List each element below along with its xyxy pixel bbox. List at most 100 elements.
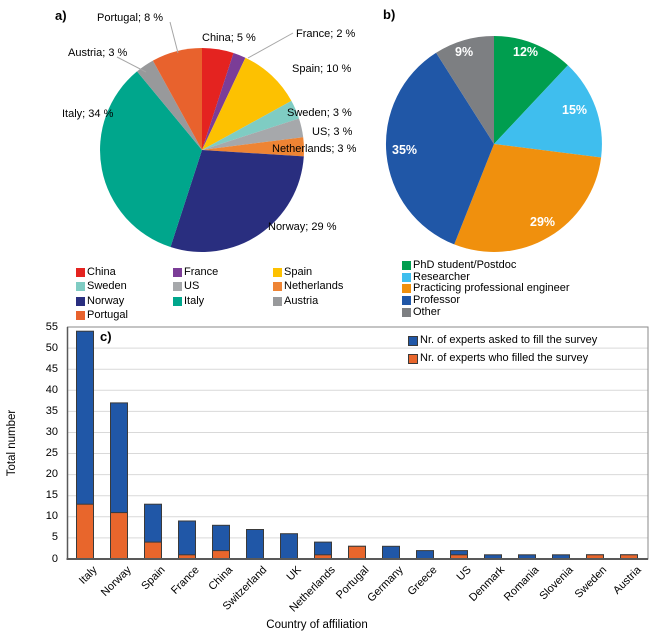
pie-a-legend-item-netherlands: Netherlands [273, 281, 343, 292]
legend-swatch-portugal [76, 310, 85, 320]
panel-c-label: c) [100, 329, 112, 344]
legend-swatch-us [173, 282, 182, 292]
pie-a-leader-line [169, 21, 179, 54]
legend-swatch-france [173, 268, 182, 277]
pie-a-leader-line [116, 56, 147, 73]
legend-swatch-sweden [76, 282, 85, 292]
pie-b-slice-practicing-professional-engineer [454, 144, 602, 252]
pie-a-slice-us [202, 118, 304, 150]
pie-b-value-label-researcher: 15% [562, 103, 588, 117]
legend-label-phd-student-postdoc: PhD student/Postdoc [413, 259, 517, 271]
bar-filled-china [212, 550, 230, 560]
pie-b-slice-professor [385, 52, 494, 245]
y-tick-label: 30 [45, 425, 58, 438]
pie-a-slice-france [202, 53, 246, 150]
y-tick-label: 40 [45, 383, 58, 396]
legend-label-spain: Spain [284, 266, 313, 278]
legend-swatch-norway [76, 296, 85, 306]
legend-label-portugal: Portugal [87, 308, 128, 321]
legend-label-professor: Professor [413, 294, 461, 307]
y-tick-label: 5 [51, 531, 58, 544]
pie-a-callout-norway: Norway; 29 % [268, 221, 337, 233]
pie-a-callout-sweden: Sweden; 3 % [287, 107, 352, 119]
pie-a-callout-france: France; 2 % [296, 28, 356, 40]
pie-a-legend-item-austria: Austria [273, 294, 319, 307]
bar-asked-switzerland [246, 529, 264, 560]
legend-label-sweden: Sweden [87, 280, 127, 293]
bar-legend-item-filled: Nr. of experts who filled the survey [408, 353, 588, 364]
panel-a-label: a) [55, 8, 67, 23]
legend-label-austria: Austria [284, 294, 319, 307]
pie-a-legend-item-france: France [173, 267, 218, 278]
legend-label-italy: Italy [184, 294, 205, 307]
pie-b-value-label-practicing-professional-engineer: 29% [530, 215, 556, 229]
pie-a-slice-austria [137, 60, 202, 150]
panel-b-label: b) [383, 7, 396, 22]
pie-a-legend-item-spain: Spain [273, 267, 312, 278]
pie-a-slice-norway [170, 150, 304, 252]
legend-label-other: Other [413, 305, 441, 318]
y-tick-label: 35 [45, 404, 58, 417]
legend-swatch-filled [408, 353, 418, 364]
bar-asked-uk [280, 533, 298, 560]
pie-a-callout-spain: Spain; 10 % [292, 63, 352, 75]
pie-b-value-label-other: 9% [455, 45, 474, 59]
legend-swatch-phd-student-postdoc [402, 261, 411, 270]
legend-swatch-practicing-professional-engineer [402, 284, 411, 294]
bar-legend-item-asked: Nr. of experts asked to fill the survey [408, 335, 597, 346]
y-tick-label: 45 [45, 362, 58, 375]
legend-label-netherlands: Netherlands [284, 280, 344, 293]
y-tick-label: 20 [45, 468, 58, 481]
pie-a-slice-sweden [202, 100, 299, 150]
pie-a-slice-portugal [152, 48, 202, 150]
bar-filled-spain [144, 541, 162, 560]
pie-a-legend-item-sweden: Sweden [76, 281, 127, 292]
pie-b-legend-item-practicing-professional-engineer: Practicing professional engineer [402, 283, 570, 294]
pie-b-legend-item-researcher: Researcher [402, 270, 470, 283]
bar-asked-germany [382, 545, 400, 560]
bar-filled-norway [110, 512, 128, 560]
legend-label-researcher: Researcher [413, 270, 470, 283]
pie-a-legend-item-portugal: Portugal [76, 308, 128, 321]
pie-a-callout-netherlands: Netherlands; 3 % [272, 143, 357, 155]
pie-a-callout-austria: Austria; 3 % [68, 47, 128, 59]
pie-a-callout-us: US; 3 % [312, 126, 353, 138]
pie-a-slice-china [202, 48, 234, 150]
pie-b-legend-item-other: Other [402, 305, 441, 318]
legend-swatch-austria [273, 296, 282, 306]
legend-label-practicing-professional-engineer: Practicing professional engineer [413, 282, 570, 295]
pie-a-callout-portugal: Portugal; 8 % [97, 12, 164, 24]
y-axis-title: Total number [6, 409, 18, 477]
legend-swatch-researcher [402, 272, 411, 282]
legend-swatch-asked [408, 335, 418, 346]
pie-a-callout-china: China; 5 % [202, 32, 256, 44]
legend-label-norway: Norway [87, 294, 125, 307]
legend-swatch-italy [173, 296, 182, 306]
pie-a-slice-netherlands [202, 137, 305, 157]
legend-label-france: France [184, 266, 219, 278]
legend-swatch-spain [273, 268, 282, 277]
pie-a-legend-item-norway: Norway [76, 294, 125, 307]
pie-b-slice-phd-student-postdoc [494, 36, 568, 144]
legend-swatch-china [76, 268, 85, 277]
pie-a-legend-item-italy: Italy [173, 294, 205, 307]
pie-a-callout-italy: Italy; 34 % [62, 108, 114, 120]
pie-b-slice-other [436, 35, 494, 145]
bar-filled-italy [76, 503, 94, 560]
legend-swatch-netherlands [273, 282, 282, 292]
legend-label-us: US [184, 280, 200, 293]
y-tick-label: 10 [45, 510, 58, 523]
y-tick-label: 55 [45, 320, 58, 333]
pie-b-value-label-professor: 35% [392, 143, 418, 157]
y-tick-label: 0 [51, 552, 58, 565]
pie-a-legend-item-china: China [76, 267, 116, 278]
pie-a-slice-italy [100, 71, 202, 248]
bar-filled-portugal [348, 545, 366, 560]
legend-swatch-other [402, 307, 411, 317]
bar-asked-greece [416, 550, 434, 560]
legend-label-filled: Nr. of experts who filled the survey [420, 352, 589, 364]
y-tick-label: 15 [45, 489, 58, 502]
legend-swatch-professor [402, 296, 411, 306]
pie-b-legend-item-professor: Professor [402, 295, 460, 306]
